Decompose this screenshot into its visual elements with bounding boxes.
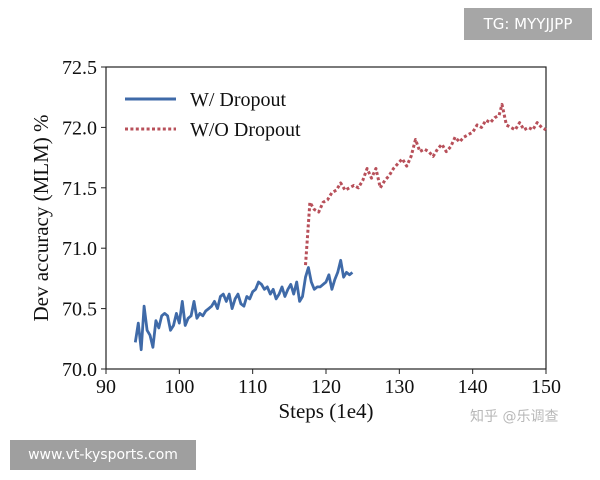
series-line-without-dropout [304,102,547,266]
x-tick-label: 130 [384,376,414,398]
watermark-bottom-badge: www.vt-kysports.com [10,440,196,470]
y-tick-label: 71.0 [62,238,97,260]
legend-label: W/O Dropout [190,119,301,141]
legend-label: W/ Dropout [190,89,287,111]
x-tick-label: 120 [311,376,341,398]
y-tick-label: 72.0 [62,117,97,139]
x-tick-label: 90 [96,376,116,398]
y-tick-label: 72.5 [62,57,97,79]
x-tick-label: 140 [458,376,488,398]
x-tick-label: 110 [238,376,267,398]
y-tick-label: 70.0 [62,359,97,381]
x-axis-label: Steps (1e4) [278,399,373,423]
series-layer [133,102,547,352]
y-axis-label: Dev accuracy (MLM) % [29,115,53,322]
x-tick-label: 150 [531,376,561,398]
watermark-top-badge: TG: MYYJJPP [464,8,592,40]
axis-ticks: 90 100 110 120 130 140 150 70.0 70.5 71.0 71.5 72.0… [62,57,561,398]
y-tick-label: 70.5 [62,299,97,321]
plot-area-frame [105,66,547,370]
watermark-zhihu: 知乎 @乐调查 [470,409,559,425]
legend: W/ Dropout W/O Dropout [125,89,301,141]
y-tick-label: 71.5 [62,178,97,200]
x-tick-label: 100 [164,376,194,398]
series-line-with-dropout [133,258,354,352]
